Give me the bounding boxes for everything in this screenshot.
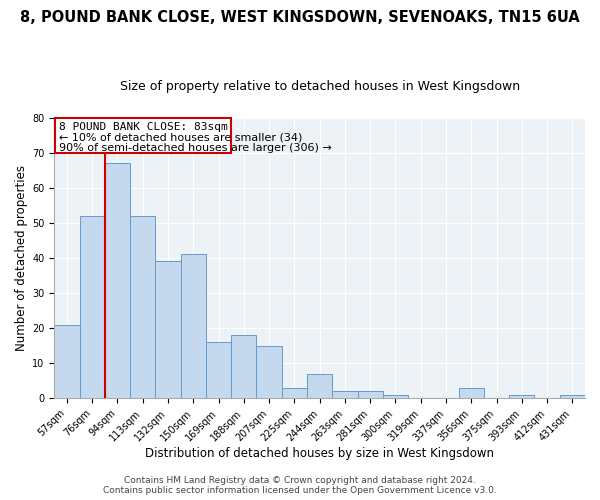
Text: ← 10% of detached houses are smaller (34): ← 10% of detached houses are smaller (34… — [59, 132, 302, 142]
Bar — [80, 216, 105, 398]
Bar — [560, 394, 585, 398]
Bar — [383, 394, 408, 398]
Bar — [54, 324, 80, 398]
Bar — [458, 388, 484, 398]
Bar — [181, 254, 206, 398]
Bar — [206, 342, 231, 398]
Title: Size of property relative to detached houses in West Kingsdown: Size of property relative to detached ho… — [119, 80, 520, 93]
Text: 90% of semi-detached houses are larger (306) →: 90% of semi-detached houses are larger (… — [59, 143, 331, 153]
Bar — [155, 262, 181, 398]
Bar — [55, 118, 230, 153]
Text: 8 POUND BANK CLOSE: 83sqm: 8 POUND BANK CLOSE: 83sqm — [59, 122, 227, 132]
Bar — [130, 216, 155, 398]
X-axis label: Distribution of detached houses by size in West Kingsdown: Distribution of detached houses by size … — [145, 447, 494, 460]
Bar — [231, 335, 256, 398]
Y-axis label: Number of detached properties: Number of detached properties — [15, 165, 28, 351]
Bar — [256, 346, 282, 398]
Bar — [282, 388, 307, 398]
Bar — [509, 394, 535, 398]
Bar — [332, 391, 358, 398]
Bar — [105, 164, 130, 398]
Text: 8, POUND BANK CLOSE, WEST KINGSDOWN, SEVENOAKS, TN15 6UA: 8, POUND BANK CLOSE, WEST KINGSDOWN, SEV… — [20, 10, 580, 25]
Bar — [307, 374, 332, 398]
Bar — [358, 391, 383, 398]
Text: Contains HM Land Registry data © Crown copyright and database right 2024.
Contai: Contains HM Land Registry data © Crown c… — [103, 476, 497, 495]
